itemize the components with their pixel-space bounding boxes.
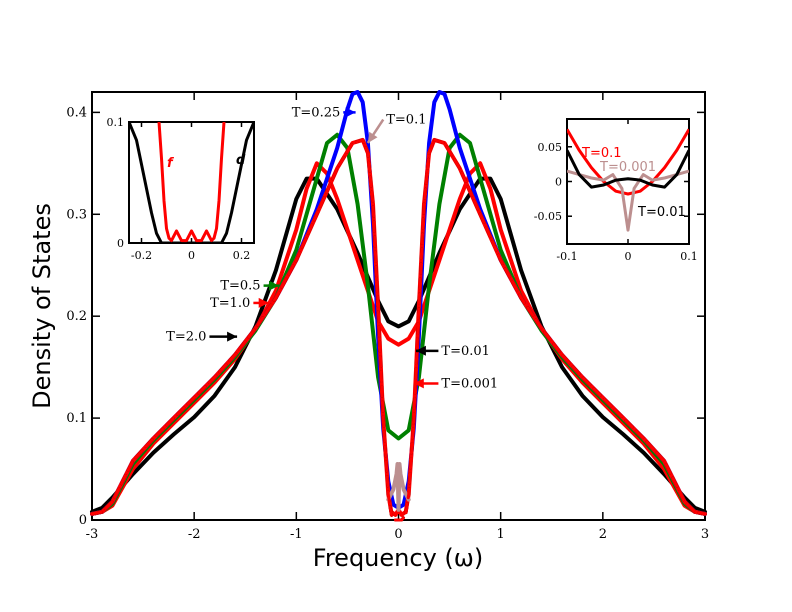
annotation-t-0-001: T=0.001	[441, 376, 498, 391]
inset-right-y-tick-label: 0	[555, 176, 562, 189]
inset-right-label-t0001: T=0.001	[599, 160, 656, 175]
main-x-tick-label: -2	[188, 527, 201, 542]
series-line-t-0-001-dashed	[90, 138, 707, 522]
inset-left-x-tick-label: 0.2	[233, 249, 251, 262]
main-x-tick-label: 1	[497, 527, 505, 542]
inset-right-label-t001: T=0.01	[637, 205, 686, 220]
annotation-arrow-head	[415, 345, 426, 356]
y-axis-title: Density of States	[28, 203, 56, 409]
annotation-t-0-25: T=0.25	[292, 105, 341, 120]
inset-right-y-tick-label: -0.05	[534, 210, 562, 223]
annotation-arrow-head	[269, 280, 279, 291]
series-line-t-0-001	[386, 462, 411, 512]
inset-left-y-tick-label: 0.1	[107, 116, 125, 129]
annotation-arrow-head	[258, 297, 269, 308]
inset-right-series-t-0-01	[567, 149, 689, 189]
annotation-arrow-head	[227, 331, 238, 342]
inset-left-plot: -0.2 0 0.2 0 0.1 f d	[107, 116, 255, 262]
inset-right-plot: -0.1 0 0.1 -0.05 0 0.05 T=0.1 T=0.001 T=0.01	[534, 118, 698, 263]
annotation-t-0-1: T=0.1	[386, 113, 426, 128]
main-x-tick-label: 2	[599, 527, 607, 542]
annotation-t-2-0: T=2.0	[166, 330, 206, 345]
annotation-t-1-0: T=1.0	[210, 296, 250, 311]
inset-left-series-f	[157, 122, 226, 243]
main-x-tick-label: 3	[701, 527, 709, 542]
annotation-t-0-5: T=0.5	[220, 279, 260, 294]
inset-right-series-t-0-1	[567, 128, 689, 196]
main-x-tick-label: -1	[290, 527, 303, 542]
annotation-arrow-head	[367, 131, 378, 143]
annotation-arrow-head	[413, 378, 424, 389]
series-line-t-2-0	[90, 176, 707, 514]
inset-left-x-tick-label: -0.2	[131, 249, 152, 262]
inset-right-x-tick-label: 0	[625, 250, 632, 263]
main-x-tick-label: 0	[394, 527, 402, 542]
x-axis-title: Frequency (ω)	[313, 544, 483, 572]
inset-left-label-f: f	[167, 156, 175, 171]
inset-left-series-d	[129, 122, 254, 243]
inset-right-x-tick-label: 0.1	[680, 250, 698, 263]
main-y-tick-label: 0.1	[66, 411, 87, 426]
inset-left-y-tick-label: 0	[117, 237, 124, 250]
main-y-tick-label: 0	[79, 513, 87, 528]
annotation-t-0-01: T=0.01	[441, 344, 490, 359]
inset-right-y-tick-label: 0.05	[538, 141, 563, 154]
inset-right-x-tick-label: -0.1	[556, 250, 577, 263]
main-x-tick-label: -3	[86, 527, 99, 542]
inset-left-frame	[128, 121, 255, 244]
annotation-arrow-head	[345, 107, 356, 118]
series-line-t-1-0	[90, 161, 707, 516]
inset-left-x-tick-label: 0	[188, 249, 195, 262]
main-plot: -3 -2 -1 0 1 2 3 0 0.1 0.2 0.3 0.4 T=0.25 T=0.1 T=0.5…	[28, 90, 709, 572]
inset-right-label-t01: T=0.1	[581, 146, 622, 161]
main-y-tick-label: 0.3	[66, 207, 87, 222]
inset-left-label-d: d	[236, 153, 246, 168]
main-y-tick-label: 0.4	[66, 105, 87, 120]
inset-right-series-t-0-001	[567, 169, 689, 232]
main-y-tick-label: 0.2	[66, 309, 87, 324]
